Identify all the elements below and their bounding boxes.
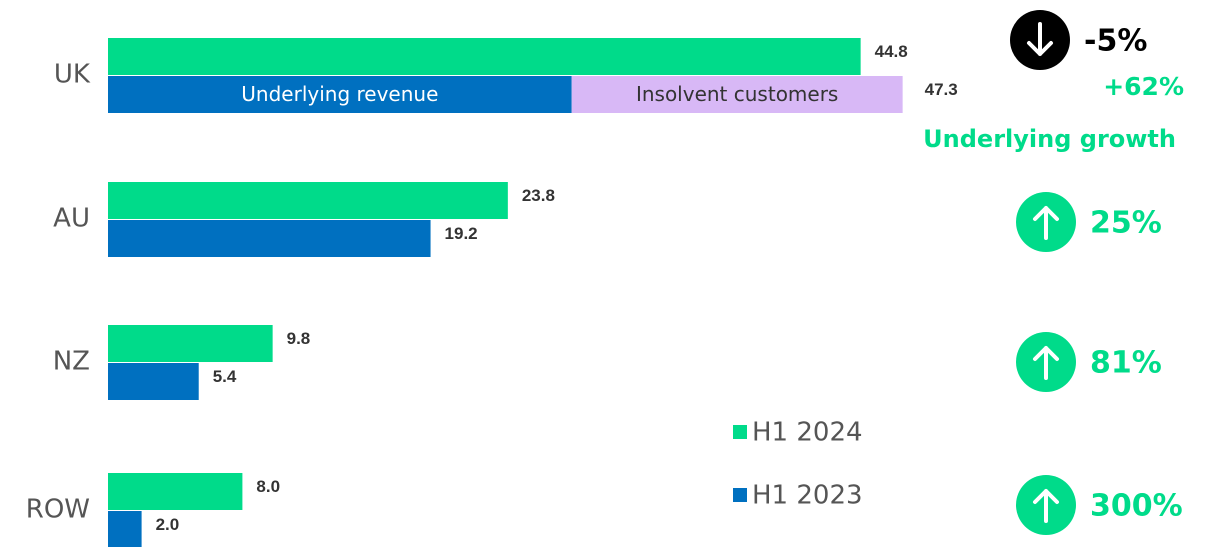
growth-arrow [1033,346,1059,380]
bar [108,511,142,547]
growth-arrow [1033,489,1059,523]
growth-label: 300% [1090,489,1183,524]
category-label: NZ [53,347,90,377]
bar [108,363,199,400]
legend-swatch [733,425,747,439]
value-label: 8.0 [256,477,280,496]
growth-label: 81% [1090,346,1162,381]
bar [108,220,431,257]
growth-arrow [1033,206,1059,240]
bar [108,325,273,362]
value-label: 9.8 [287,329,311,348]
segment-label: Insolvent customers [636,82,838,106]
value-label: 19.2 [445,224,478,243]
growth-note-caption: Underlying growth [923,125,1176,153]
bar [108,182,508,219]
category-label: ROW [26,495,90,525]
growth-label: 25% [1090,206,1162,241]
legend-label: H1 2023 [752,481,863,511]
category-label: AU [53,204,90,234]
value-label: 5.4 [213,367,237,386]
value-label: 23.8 [522,186,555,205]
bar [108,473,243,510]
legend-swatch [733,488,747,502]
category-label: UK [54,60,91,90]
bar-segment [571,76,903,113]
growth-note: +62% [1103,72,1184,101]
segment-label: Underlying revenue [241,82,438,106]
bar-segment [108,76,572,113]
bar [108,38,861,75]
value-label: 47.3 [925,80,958,99]
growth-arrow [1027,22,1053,56]
legend-label: H1 2024 [752,418,863,448]
value-label: 2.0 [156,515,180,534]
value-label: 44.8 [875,42,908,61]
growth-label: -5% [1084,24,1147,59]
